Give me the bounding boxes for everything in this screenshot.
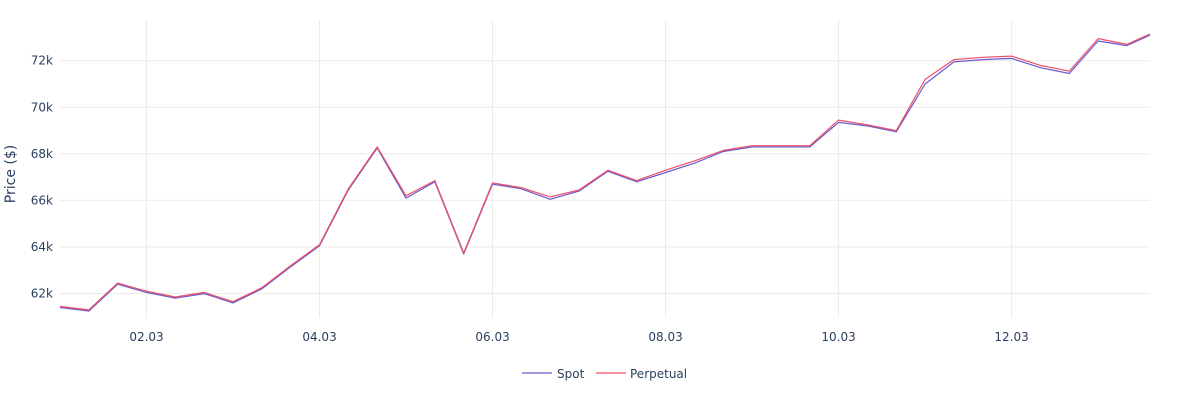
y-axis-ticks: 62k 64k 66k 68k 70k 72k — [31, 54, 53, 301]
x-tick-label: 02.03 — [129, 330, 163, 344]
x-tick-label: 06.03 — [475, 330, 509, 344]
y-tick-label: 68k — [31, 147, 53, 161]
y-tick-label: 64k — [31, 240, 53, 254]
x-tick-label: 08.03 — [648, 330, 682, 344]
legend-item-perpetual[interactable]: Perpetual — [596, 367, 687, 381]
series-line-perpetual — [59, 33, 1151, 311]
y-axis-title: Price ($) — [3, 145, 19, 203]
y-tick-label: 70k — [31, 100, 53, 114]
x-tick-label: 12.03 — [994, 330, 1028, 344]
legend-item-spot[interactable]: Spot — [522, 367, 585, 381]
series-lines — [59, 33, 1151, 312]
legend[interactable]: Spot Perpetual — [522, 367, 687, 381]
grid-lines — [60, 20, 1150, 318]
legend-label: Spot — [557, 367, 585, 381]
x-tick-label: 04.03 — [302, 330, 336, 344]
y-tick-label: 62k — [31, 287, 53, 301]
y-tick-label: 66k — [31, 193, 53, 207]
x-axis-ticks: 02.03 04.03 06.03 08.03 10.03 12.03 — [129, 330, 1028, 344]
y-tick-label: 72k — [31, 54, 53, 68]
series-line-spot — [59, 34, 1151, 312]
x-tick-label: 10.03 — [821, 330, 855, 344]
legend-label: Perpetual — [630, 367, 687, 381]
